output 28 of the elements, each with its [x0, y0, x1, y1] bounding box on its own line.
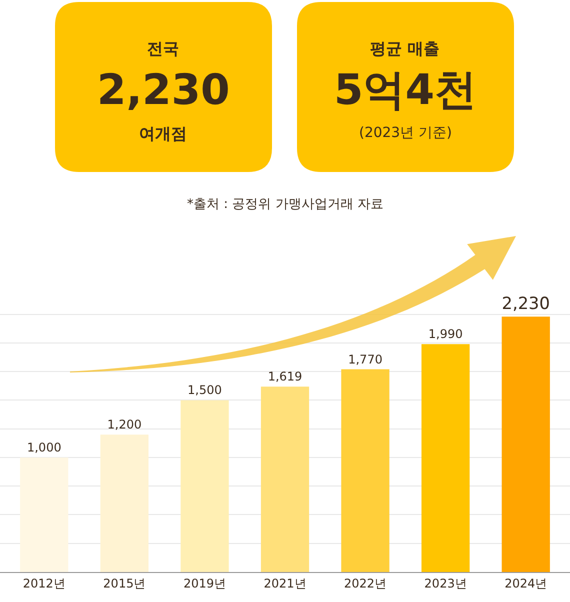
x-tick-label: 2019년	[183, 576, 226, 590]
x-tick-label: 2024년	[504, 576, 548, 590]
data-label: 1,990	[428, 327, 463, 342]
data-label: 1,500	[188, 383, 222, 398]
data-label: 1,770	[348, 352, 382, 366]
text: 평균 매출	[370, 39, 440, 58]
data-label: 1,619	[268, 370, 302, 384]
data-label: 2,230	[502, 292, 550, 313]
x-tick-label: 2023년	[424, 576, 467, 590]
x-tick-label: 2015년	[103, 576, 146, 590]
bar	[180, 400, 229, 572]
data-label: 1,000	[26, 440, 62, 454]
x-tick-label: 2012년	[22, 576, 66, 590]
text: 2,230	[97, 65, 230, 114]
bar	[502, 316, 550, 572]
text: 여개점	[139, 124, 187, 143]
text: 전국	[147, 39, 179, 58]
data-label: 1,200	[107, 418, 142, 432]
bar	[260, 386, 310, 572]
bar	[421, 344, 470, 572]
x-tick-label: 2022년	[344, 576, 387, 590]
text: (2023년 기준)	[359, 125, 452, 141]
text: 5억4천	[334, 65, 476, 114]
text: *출처 : 공정위 가맹사업거래 자료	[187, 197, 384, 212]
x-tick-label: 2021년	[264, 576, 306, 590]
bar	[100, 434, 149, 572]
bar	[20, 457, 68, 572]
bar	[341, 369, 390, 572]
